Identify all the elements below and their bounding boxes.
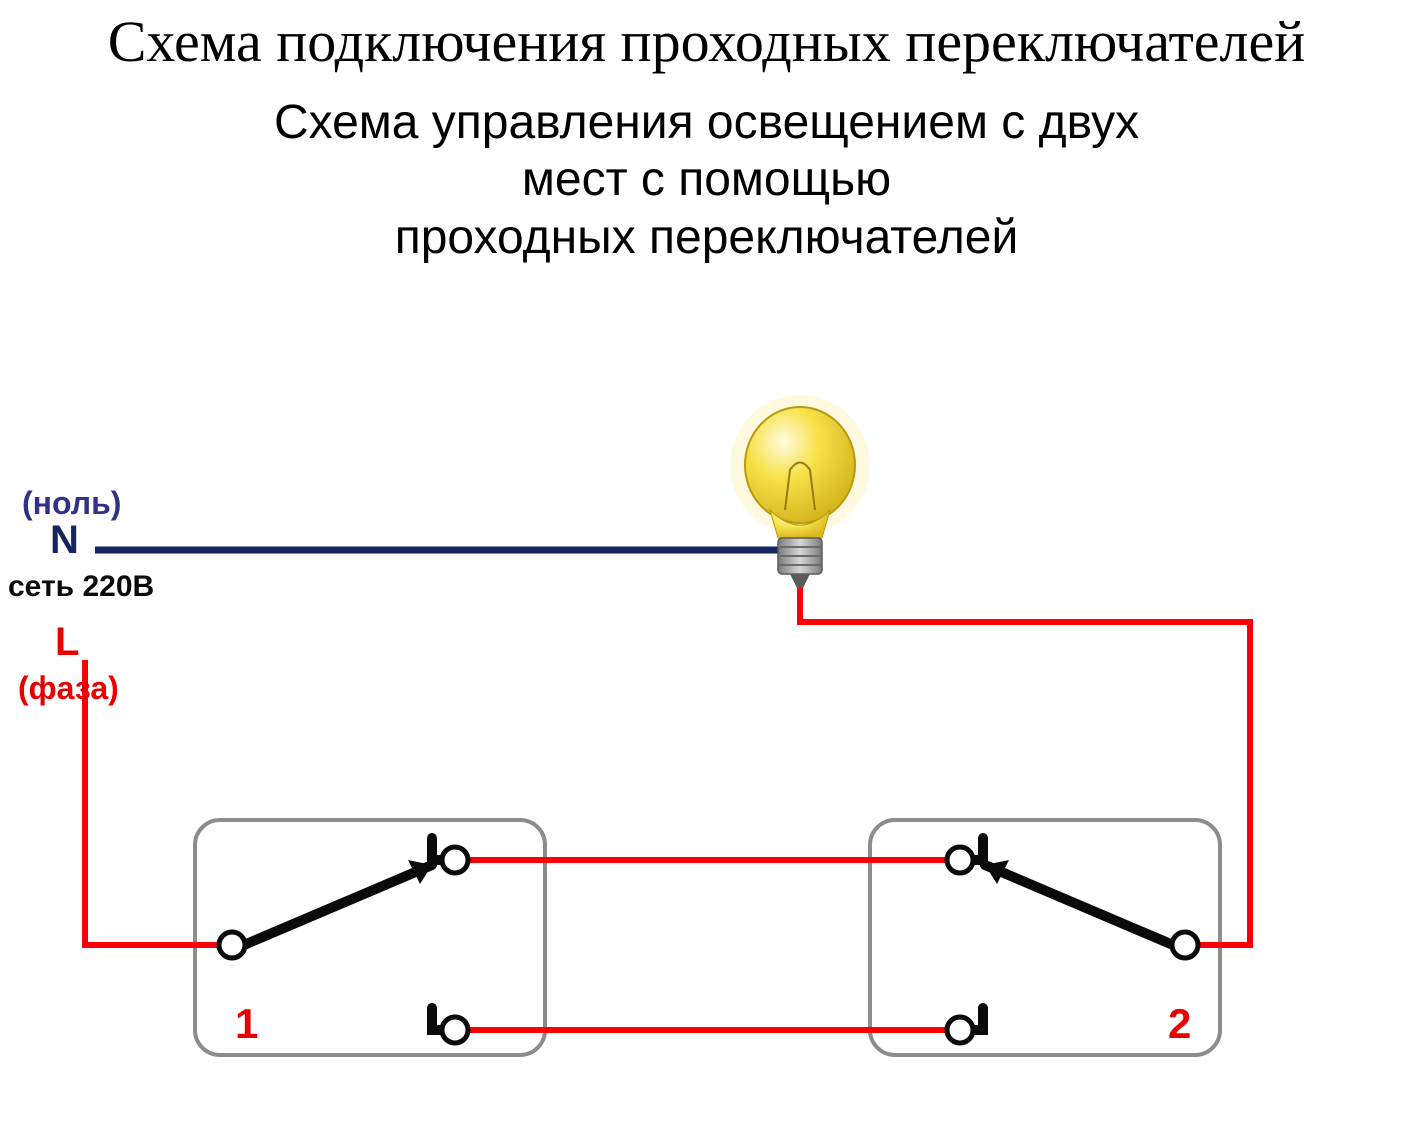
null-caption: (ноль) xyxy=(22,485,121,522)
phase-caption: (фаза) xyxy=(18,670,119,707)
sw1-terminal-common xyxy=(219,932,245,958)
switch-2-number: 2 xyxy=(1168,1000,1191,1048)
neutral-letter: N xyxy=(50,518,79,563)
sw2-terminal-common xyxy=(1172,932,1198,958)
switch-1-number: 1 xyxy=(235,1000,258,1048)
subtitle-line-3: проходных переключателей xyxy=(395,211,1019,264)
circuit-svg xyxy=(0,390,1413,1126)
subtitle-line-2: мест с помощью xyxy=(522,153,891,206)
subtitle-line-1: Схема управления освещением с двух xyxy=(274,96,1139,149)
light-bulb-icon xyxy=(730,395,870,588)
sw1-terminal-top xyxy=(442,847,468,873)
switch-1-mechanism xyxy=(244,838,455,1030)
phase-letter: L xyxy=(55,620,79,665)
sw2-terminal-top xyxy=(947,847,973,873)
circuit-diagram: (ноль) N сеть 220В L (фаза) 1 2 xyxy=(0,390,1413,1126)
mains-label: сеть 220В xyxy=(8,570,154,604)
page-subtitle: Схема управления освещением с двух мест … xyxy=(0,94,1413,267)
page-title: Схема подключения проходных переключател… xyxy=(0,10,1413,74)
sw1-terminal-bottom xyxy=(442,1017,468,1043)
sw2-terminal-bottom xyxy=(947,1017,973,1043)
switch-2-mechanism xyxy=(960,838,1173,1030)
phase-wire-sw2-to-bulb xyxy=(800,580,1250,945)
